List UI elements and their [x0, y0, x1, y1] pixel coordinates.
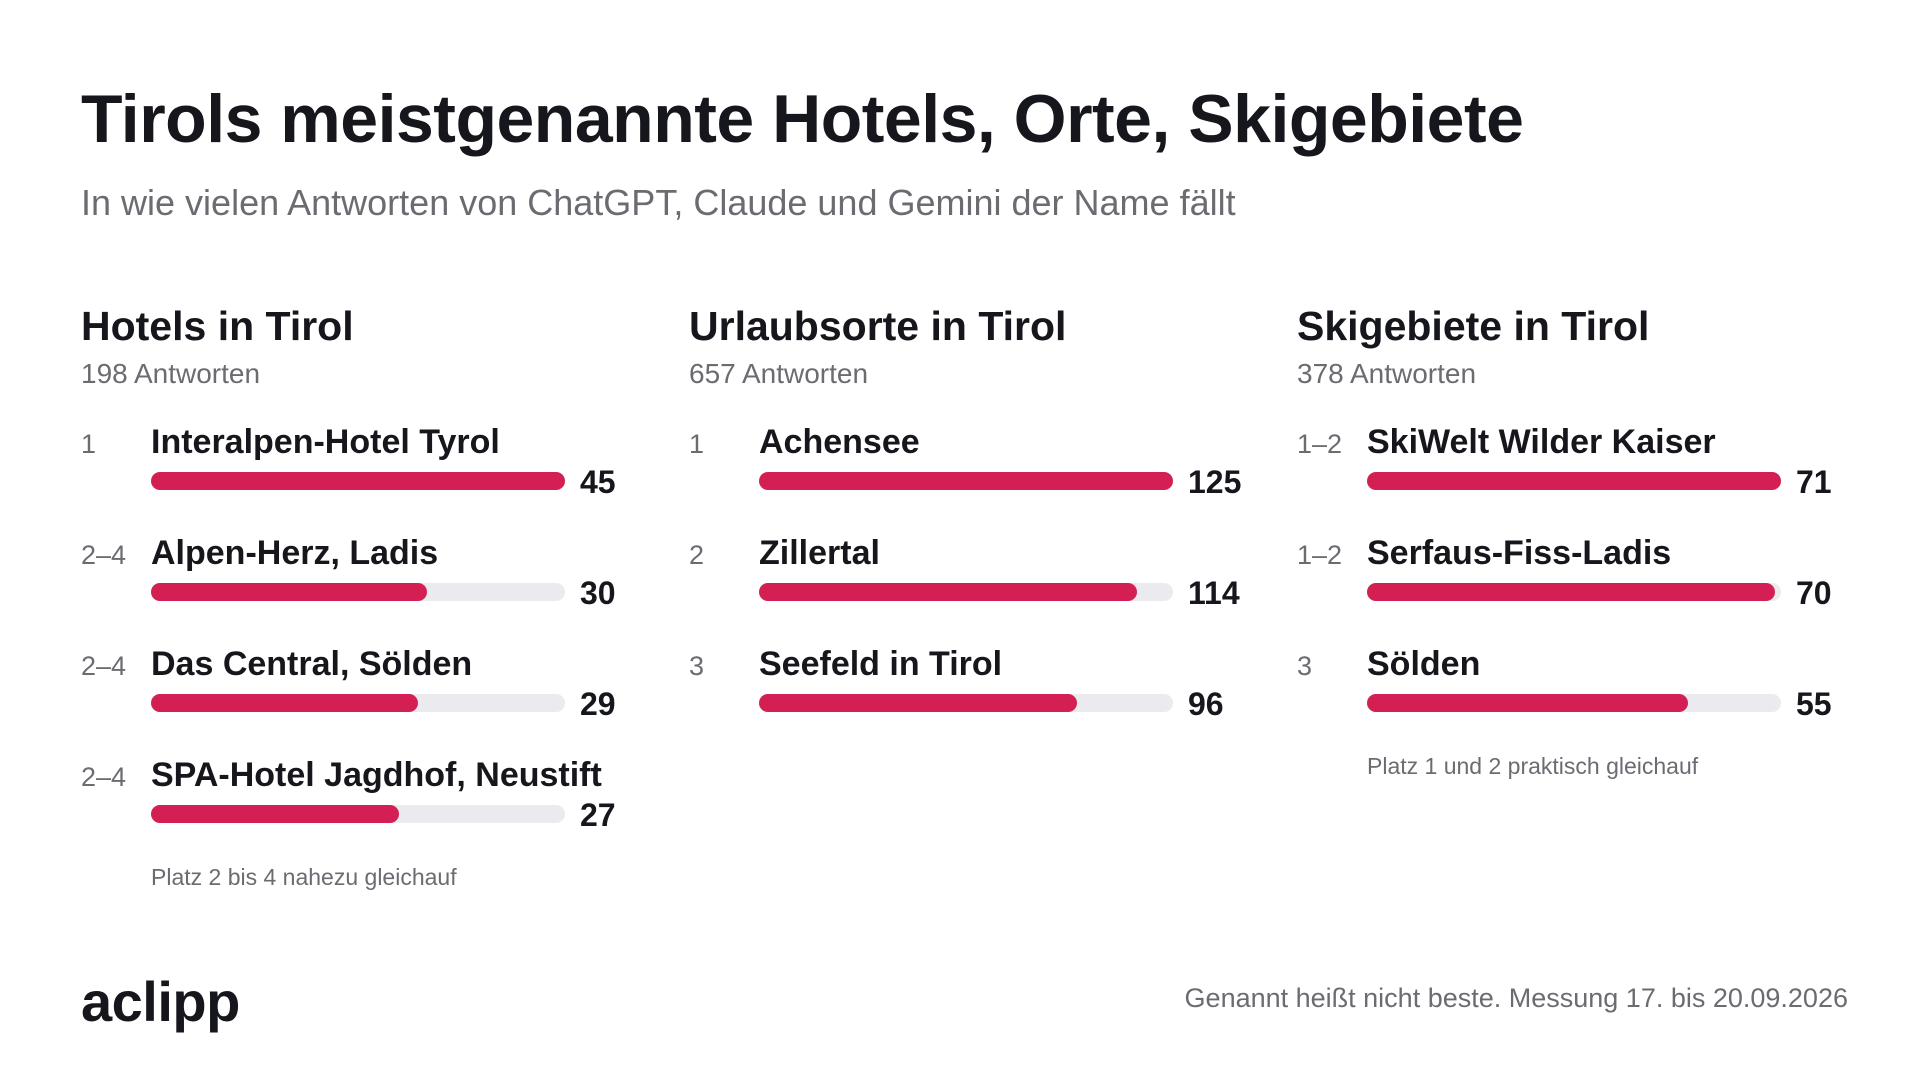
bar-track: [1367, 583, 1781, 601]
category-label: Alpen-Herz, Ladis: [151, 534, 439, 572]
bar-row: 3 Seefeld in Tirol 96: [689, 642, 1249, 742]
bar-row: 2–4 Das Central, Sölden 29: [81, 642, 641, 742]
category-label: Sölden: [1367, 645, 1481, 683]
category-label: Seefeld in Tirol: [759, 645, 1003, 683]
bar: [151, 694, 418, 712]
data-label: 125: [1188, 464, 1242, 500]
bar-track: [759, 694, 1173, 712]
chart-column: Urlaubsorte in Tirol 657 Antworten 1 Achens…: [689, 300, 1249, 920]
bar: [1367, 583, 1775, 601]
data-label: 30: [580, 575, 616, 611]
bar-row: 2 Zillertal 114: [689, 531, 1249, 631]
chart-title: Skigebiete in Tirol: [1297, 303, 1650, 349]
bar: [759, 583, 1137, 601]
rank-label: 1–2: [1297, 429, 1343, 459]
rank-label: 2–4: [81, 540, 127, 570]
rank-label: 1–2: [1297, 540, 1343, 570]
bar-row: 1 Interalpen-Hotel Tyrol 45: [81, 420, 641, 520]
footnote: Genannt heißt nicht beste. Messung 17. b…: [1184, 983, 1848, 1013]
rank-label: 1: [689, 429, 705, 459]
category-label: Serfaus-Fiss-Ladis: [1367, 534, 1672, 572]
page-subtitle: In wie vielen Antworten von ChatGPT, Cla…: [81, 182, 1236, 223]
bar: [759, 472, 1173, 490]
bar: [1367, 694, 1688, 712]
rank-label: 2–4: [81, 762, 127, 792]
chart-subtitle: 378 Antworten: [1297, 358, 1477, 389]
rank-label: 1: [81, 429, 97, 459]
bar: [1367, 472, 1781, 490]
bar-row: 1–2 SkiWelt Wilder Kaiser 71: [1297, 420, 1857, 520]
data-label: 45: [580, 464, 616, 500]
chart-column: Hotels in Tirol 198 Antworten 1 Interalpen-…: [81, 300, 641, 920]
bar-row: 1–2 Serfaus-Fiss-Ladis 70: [1297, 531, 1857, 631]
data-label: 27: [580, 797, 616, 833]
bar-row: 3 Sölden 55: [1297, 642, 1857, 742]
rank-label: 2–4: [81, 651, 127, 681]
bar: [151, 805, 399, 823]
page-title: Tirols meistgenannte Hotels, Orte, Skige…: [81, 81, 1524, 157]
data-label: 70: [1796, 575, 1832, 611]
category-label: Zillertal: [759, 534, 880, 572]
rank-label: 3: [689, 651, 705, 681]
bar: [151, 583, 427, 601]
bar-row: 2–4 Alpen-Herz, Ladis 30: [81, 531, 641, 631]
bar-track: [151, 805, 565, 823]
category-label: Das Central, Sölden: [151, 645, 473, 683]
bar: [151, 472, 565, 490]
category-label: Achensee: [759, 423, 920, 461]
bar: [759, 694, 1077, 712]
bar-row: 1 Achensee 125: [689, 420, 1249, 520]
category-label: SPA-Hotel Jagdhof, Neustift: [151, 756, 602, 794]
data-label: 114: [1188, 575, 1240, 611]
bar-track: [151, 472, 565, 490]
bar-row: 2–4 SPA-Hotel Jagdhof, Neustift 27: [81, 753, 641, 853]
category-label: Interalpen-Hotel Tyrol: [151, 423, 500, 461]
data-label: 96: [1188, 686, 1224, 722]
rank-label: 3: [1297, 651, 1313, 681]
chart-title: Urlaubsorte in Tirol: [689, 303, 1067, 349]
bar-track: [1367, 472, 1781, 490]
chart-subtitle: 657 Antworten: [689, 358, 869, 389]
bar-track: [759, 583, 1173, 601]
bar-track: [1367, 694, 1781, 712]
bar-track: [151, 694, 565, 712]
chart-subtitle: 198 Antworten: [81, 358, 261, 389]
category-label: SkiWelt Wilder Kaiser: [1367, 423, 1716, 461]
bar-track: [151, 583, 565, 601]
chart-note: Platz 1 und 2 praktisch gleichauf: [1367, 753, 1699, 779]
chart-note: Platz 2 bis 4 nahezu gleichauf: [151, 864, 457, 890]
chart-title: Hotels in Tirol: [81, 303, 354, 349]
data-label: 71: [1796, 464, 1832, 500]
rank-label: 2: [689, 540, 705, 570]
data-label: 29: [580, 686, 616, 722]
data-label: 55: [1796, 686, 1832, 722]
brand-logo: aclipp: [81, 970, 240, 1033]
bar-track: [759, 472, 1173, 490]
chart-column: Skigebiete in Tirol 378 Antworten 1–2 SkiWe…: [1297, 300, 1857, 920]
